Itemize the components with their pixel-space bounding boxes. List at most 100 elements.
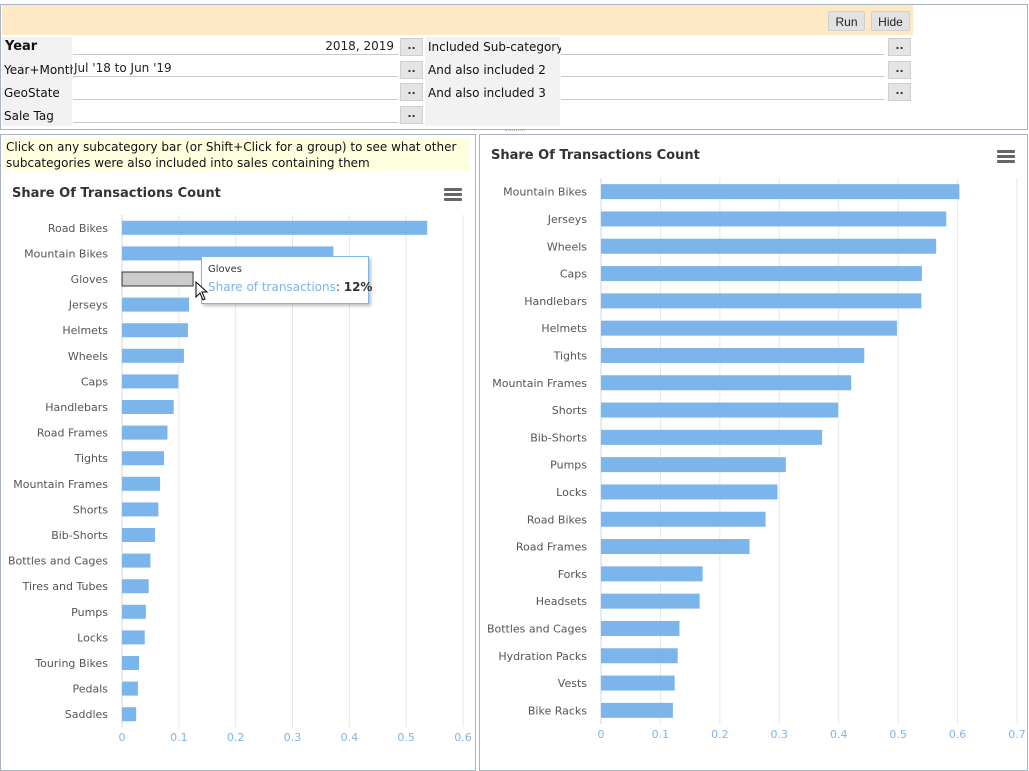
included-1-field[interactable] bbox=[561, 37, 884, 55]
bar[interactable] bbox=[601, 593, 700, 609]
year-label: Year bbox=[5, 39, 38, 54]
bar[interactable] bbox=[122, 476, 161, 491]
bar[interactable] bbox=[122, 451, 165, 466]
category-label: Road Frames bbox=[37, 427, 108, 440]
sale-tag-picker-button[interactable]: .. bbox=[400, 106, 423, 124]
year-month-label: Year+Month bbox=[4, 63, 78, 77]
category-label: Road Frames bbox=[516, 541, 587, 554]
year-month-field[interactable]: Jul '18 to Jun '19 bbox=[73, 59, 398, 77]
bar[interactable] bbox=[601, 402, 839, 418]
x-tick-label: 0.5 bbox=[397, 731, 415, 744]
category-label: Helmets bbox=[62, 324, 108, 337]
category-label: Bottles and Cages bbox=[8, 555, 108, 568]
bar[interactable] bbox=[122, 630, 145, 645]
year-field[interactable]: 2018, 2019 bbox=[73, 37, 398, 55]
bar[interactable] bbox=[601, 375, 852, 391]
bar[interactable] bbox=[122, 707, 137, 722]
left-chart-menu-icon[interactable] bbox=[444, 188, 462, 202]
category-label: Touring Bikes bbox=[34, 657, 108, 670]
category-label: Mountain Bikes bbox=[503, 186, 587, 199]
bar[interactable] bbox=[601, 238, 937, 254]
category-label: Bib-Shorts bbox=[530, 431, 587, 444]
bar[interactable] bbox=[601, 539, 750, 555]
bar[interactable] bbox=[122, 323, 188, 338]
bar[interactable] bbox=[601, 511, 766, 527]
included-3-picker-button[interactable]: .. bbox=[888, 83, 911, 101]
category-label: Jerseys bbox=[547, 213, 588, 226]
bar[interactable] bbox=[122, 297, 190, 312]
bar[interactable] bbox=[601, 702, 673, 718]
included-1-label: Included Sub-category 1 bbox=[428, 40, 575, 54]
category-label: Tights bbox=[74, 452, 109, 465]
filter-toolbar bbox=[2, 5, 913, 35]
included-2-field[interactable] bbox=[561, 59, 884, 77]
hide-button[interactable]: Hide bbox=[871, 11, 910, 31]
category-label: Handlebars bbox=[524, 295, 587, 308]
bar[interactable] bbox=[601, 429, 823, 445]
mouse-cursor-icon bbox=[195, 281, 209, 301]
tooltip-series-label: Share of transactions bbox=[208, 280, 336, 294]
bar[interactable] bbox=[601, 347, 865, 363]
category-label: Locks bbox=[556, 486, 587, 499]
run-button[interactable]: Run bbox=[828, 11, 865, 31]
geostate-picker-button[interactable]: .. bbox=[400, 83, 423, 101]
bar[interactable] bbox=[601, 457, 786, 473]
bar[interactable] bbox=[122, 604, 146, 619]
bar[interactable] bbox=[122, 681, 138, 696]
year-month-picker-button[interactable]: .. bbox=[400, 61, 423, 79]
category-label: Caps bbox=[560, 268, 587, 281]
bar[interactable] bbox=[601, 620, 680, 636]
included-1-picker-button[interactable]: .. bbox=[888, 38, 911, 56]
bar[interactable] bbox=[122, 374, 179, 389]
x-tick-label: 0.4 bbox=[830, 728, 848, 741]
category-label: Bike Racks bbox=[528, 704, 587, 717]
bar[interactable] bbox=[122, 502, 159, 517]
x-tick-label: 0.5 bbox=[889, 728, 907, 741]
bar[interactable] bbox=[601, 648, 678, 664]
bar[interactable] bbox=[122, 656, 140, 670]
bar[interactable] bbox=[601, 211, 947, 227]
x-tick-label: 0.7 bbox=[1008, 728, 1026, 741]
bar[interactable] bbox=[122, 400, 174, 414]
sale-tag-field[interactable] bbox=[73, 105, 398, 123]
bar[interactable] bbox=[601, 266, 922, 282]
left-chart-title: Share Of Transactions Count bbox=[12, 186, 221, 201]
right-chart-title: Share Of Transactions Count bbox=[491, 148, 700, 163]
category-label: Mountain Frames bbox=[492, 377, 587, 390]
tooltip-value: 12% bbox=[343, 280, 373, 294]
included-2-picker-button[interactable]: .. bbox=[888, 61, 911, 79]
year-picker-button[interactable]: .. bbox=[400, 38, 423, 56]
bar[interactable] bbox=[122, 579, 149, 594]
x-tick-label: 0 bbox=[119, 731, 126, 744]
category-label: Wheels bbox=[68, 350, 108, 363]
tooltip-title: Gloves bbox=[208, 264, 242, 275]
bar[interactable] bbox=[601, 293, 922, 309]
bar[interactable] bbox=[601, 184, 960, 200]
x-tick-label: 0 bbox=[598, 728, 605, 741]
included-3-field[interactable] bbox=[561, 82, 884, 100]
geostate-field[interactable] bbox=[73, 82, 398, 100]
category-label: Bib-Shorts bbox=[51, 529, 108, 542]
x-tick-label: 0.2 bbox=[711, 728, 729, 741]
bar[interactable] bbox=[122, 425, 168, 440]
category-label: Forks bbox=[558, 568, 588, 581]
bar[interactable] bbox=[122, 220, 428, 235]
bar[interactable] bbox=[601, 675, 675, 691]
panel-resize-grip[interactable] bbox=[505, 130, 525, 135]
bar[interactable] bbox=[601, 484, 778, 500]
category-label: Vests bbox=[558, 677, 587, 690]
bar[interactable] bbox=[122, 348, 184, 363]
x-tick-label: 0.6 bbox=[949, 728, 967, 741]
included-3-label: And also included 3 bbox=[428, 86, 546, 100]
x-tick-label: 0.6 bbox=[454, 731, 472, 744]
category-label: Road Bikes bbox=[48, 222, 108, 235]
filter-labels-bg-2 bbox=[425, 37, 560, 126]
right-chart-menu-icon[interactable] bbox=[997, 150, 1015, 164]
bar[interactable] bbox=[122, 528, 155, 542]
sale-tag-label: Sale Tag bbox=[4, 109, 54, 123]
bar[interactable] bbox=[122, 553, 151, 568]
bar[interactable] bbox=[121, 271, 194, 287]
bar[interactable] bbox=[601, 320, 897, 336]
bar[interactable] bbox=[601, 566, 703, 582]
